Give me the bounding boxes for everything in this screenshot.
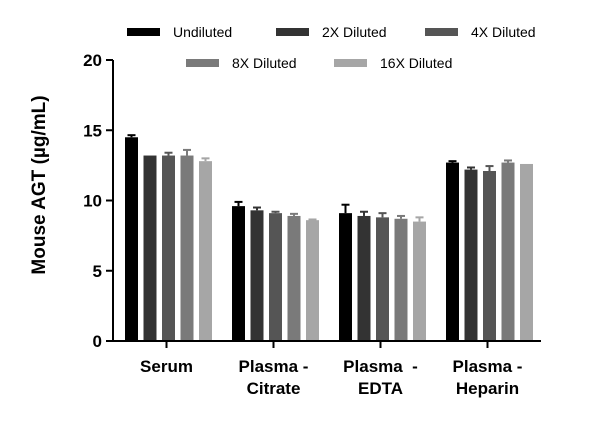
bar xyxy=(199,161,212,341)
y-tick-label: 20 xyxy=(83,51,102,70)
x-tick-label: Citrate xyxy=(247,379,301,398)
legend-swatch xyxy=(425,28,458,36)
legend-label: 8X Diluted xyxy=(232,55,297,71)
bar xyxy=(143,155,157,341)
bar xyxy=(287,215,301,341)
legend-label: Undiluted xyxy=(173,24,232,40)
bar xyxy=(180,155,194,341)
x-tick-label: Heparin xyxy=(456,379,519,398)
bar xyxy=(339,213,352,341)
bar xyxy=(357,215,371,341)
bar xyxy=(232,206,245,341)
x-tick-label: Plasma - xyxy=(239,357,309,376)
bar xyxy=(520,163,533,341)
bars xyxy=(125,134,533,341)
bar xyxy=(394,218,408,341)
axes: 0 5 10 15 20 Serum Plasma - Citrate Plasma - EDTA… xyxy=(83,51,541,398)
bar xyxy=(269,213,282,341)
bar xyxy=(125,137,138,341)
x-tick-label: Plasma - xyxy=(453,357,523,376)
legend-swatch xyxy=(276,28,309,36)
bar xyxy=(250,210,264,341)
y-axis-label: Mouse AGT (µg/mL) xyxy=(29,95,50,274)
y-tick-label: 10 xyxy=(83,192,102,211)
legend-label: 2X Diluted xyxy=(322,24,387,40)
y-tick-label: 15 xyxy=(83,121,102,140)
y-tick-label: 0 xyxy=(93,332,102,351)
bar xyxy=(376,217,389,341)
legend-label: 16X Diluted xyxy=(380,55,452,71)
x-tick-label: Serum xyxy=(140,357,193,376)
x-tick-label: EDTA xyxy=(358,379,403,398)
bar xyxy=(501,162,515,341)
y-tick-label: 5 xyxy=(93,262,102,281)
x-tick-label: Plasma - xyxy=(343,357,418,376)
bar xyxy=(306,220,319,341)
legend-label: 4X Diluted xyxy=(471,24,536,40)
legend: Undiluted 2X Diluted 4X Diluted 8X Diluted 1… xyxy=(127,24,536,71)
legend-swatch xyxy=(334,59,367,67)
bar xyxy=(446,162,459,341)
bar xyxy=(162,155,175,341)
legend-swatch xyxy=(127,28,160,36)
legend-swatch xyxy=(186,59,219,67)
bar xyxy=(483,170,496,341)
bar xyxy=(413,221,426,341)
bar xyxy=(464,169,478,341)
